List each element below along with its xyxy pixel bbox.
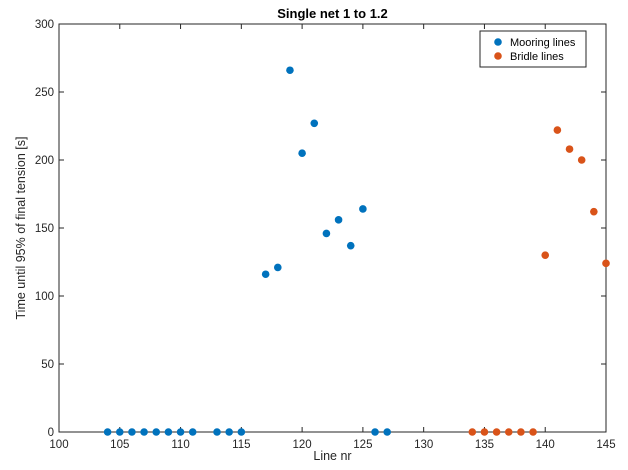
plot-box bbox=[58, 23, 607, 433]
data-point bbox=[468, 428, 477, 436]
data-point bbox=[115, 428, 124, 436]
data-point bbox=[504, 428, 513, 436]
data-point bbox=[298, 149, 306, 157]
data-point bbox=[346, 241, 355, 250]
legend-box bbox=[479, 30, 587, 68]
data-point bbox=[492, 428, 501, 436]
data-point bbox=[541, 251, 550, 259]
y-tick-label: 250 bbox=[35, 87, 54, 99]
data-point bbox=[128, 428, 136, 436]
data-point bbox=[176, 428, 185, 436]
data-point bbox=[322, 229, 331, 238]
data-point bbox=[517, 428, 525, 436]
data-point bbox=[213, 428, 221, 436]
data-point bbox=[261, 270, 270, 279]
legend-marker bbox=[494, 38, 502, 46]
data-point bbox=[103, 428, 112, 436]
x-tick-label: 120 bbox=[293, 439, 312, 451]
y-tick-label: 100 bbox=[35, 291, 54, 303]
x-tick-label: 115 bbox=[232, 439, 250, 451]
data-point bbox=[359, 205, 367, 213]
data-point bbox=[602, 259, 610, 268]
legend-marker bbox=[494, 52, 502, 60]
data-point bbox=[140, 428, 148, 436]
data-point bbox=[529, 428, 537, 436]
data-point bbox=[152, 428, 161, 436]
x-tick-label: 105 bbox=[110, 439, 129, 451]
data-point bbox=[310, 119, 319, 128]
data-point bbox=[553, 126, 562, 134]
data-point bbox=[480, 428, 489, 436]
x-tick-label: 130 bbox=[414, 439, 433, 451]
data-point bbox=[590, 207, 598, 216]
data-point bbox=[383, 428, 392, 436]
x-tick-label: 100 bbox=[49, 439, 68, 451]
y-tick-label: 200 bbox=[35, 155, 54, 167]
data-point bbox=[274, 263, 282, 272]
data-point bbox=[164, 428, 173, 436]
y-tick-label: 150 bbox=[35, 223, 54, 235]
data-point bbox=[565, 145, 574, 153]
data-point bbox=[225, 428, 233, 436]
data-point bbox=[334, 216, 343, 224]
x-tick-label: 125 bbox=[353, 439, 372, 451]
data-points bbox=[103, 66, 610, 436]
y-tick-label: 300 bbox=[35, 19, 54, 31]
data-point bbox=[237, 428, 246, 436]
x-tick-label: 135 bbox=[475, 439, 494, 451]
chart-title: Single net 1 to 1.2 bbox=[277, 6, 388, 21]
x-tick-label: 110 bbox=[171, 439, 189, 451]
series-1 bbox=[103, 66, 392, 436]
x-axis-label: Line nr bbox=[313, 449, 351, 463]
x-tick-label: 140 bbox=[536, 439, 555, 451]
data-point bbox=[577, 156, 586, 164]
data-point bbox=[286, 66, 294, 75]
y-axis-label: Time until 95% of final tension [s] bbox=[14, 137, 28, 320]
series-2 bbox=[468, 126, 610, 436]
plot-axes: 100 105 110 115 120 125 130 135 140 145 0 50 100 150 2… bbox=[35, 19, 616, 451]
data-point bbox=[188, 428, 197, 436]
legend-label: Bridle lines bbox=[510, 51, 564, 63]
x-tick-label: 145 bbox=[596, 439, 615, 451]
legend: Mooring lines Bridle lines bbox=[479, 30, 587, 68]
data-point bbox=[371, 428, 379, 436]
legend-label: Mooring lines bbox=[510, 37, 576, 49]
y-tick-label: 0 bbox=[48, 427, 54, 439]
y-tick-label: 50 bbox=[41, 359, 54, 371]
